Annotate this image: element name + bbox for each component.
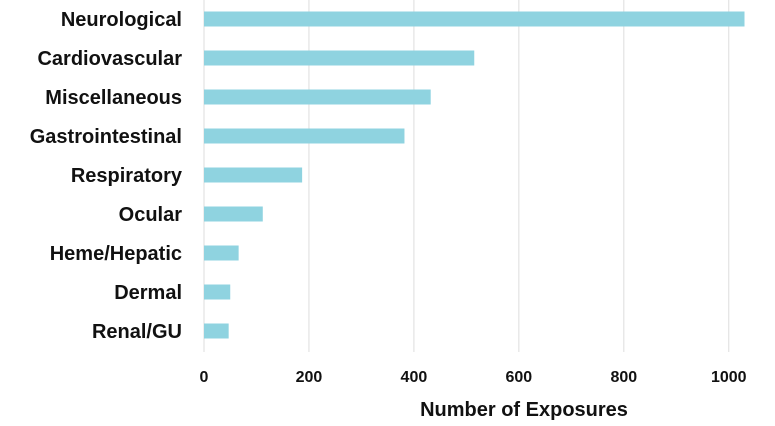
- bar-gastrointestinal: [204, 128, 405, 144]
- x-tick-label-0: 0: [200, 369, 209, 386]
- category-label-dermal: Dermal: [114, 282, 182, 304]
- bar-dermal: [204, 284, 231, 300]
- bar-respiratory: [204, 167, 303, 183]
- bar-miscellaneous: [204, 89, 431, 105]
- x-tick-label-1000: 1000: [711, 369, 747, 386]
- bar-renal-gu: [204, 323, 229, 339]
- category-label-respiratory: Respiratory: [71, 165, 183, 187]
- category-label-neurological: Neurological: [61, 9, 182, 31]
- x-tick-label-800: 800: [610, 369, 637, 386]
- bar-neurological: [204, 11, 745, 27]
- category-label-cardiovascular: Cardiovascular: [37, 48, 182, 70]
- category-label-miscellaneous: Miscellaneous: [45, 87, 182, 109]
- category-label-ocular: Ocular: [119, 204, 183, 226]
- bar-heme-hepatic: [204, 245, 239, 261]
- bars: [204, 11, 745, 339]
- x-axis-title: Number of Exposures: [420, 399, 628, 421]
- bar-cardiovascular: [204, 50, 475, 66]
- x-tick-labels: 0 200 400 600 800 1000: [200, 369, 747, 386]
- category-label-gastrointestinal: Gastrointestinal: [30, 126, 182, 148]
- bar-ocular: [204, 206, 263, 222]
- category-labels: Neurological Cardiovascular Miscellaneous G…: [30, 9, 183, 343]
- x-tick-label-600: 600: [506, 369, 533, 386]
- category-label-heme-hepatic: Heme/Hepatic: [50, 243, 182, 265]
- x-tick-label-200: 200: [296, 369, 323, 386]
- category-label-renal-gu: Renal/GU: [92, 321, 182, 343]
- x-tick-label-400: 400: [401, 369, 428, 386]
